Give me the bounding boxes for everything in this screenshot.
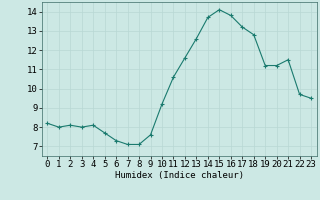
X-axis label: Humidex (Indice chaleur): Humidex (Indice chaleur) xyxy=(115,171,244,180)
